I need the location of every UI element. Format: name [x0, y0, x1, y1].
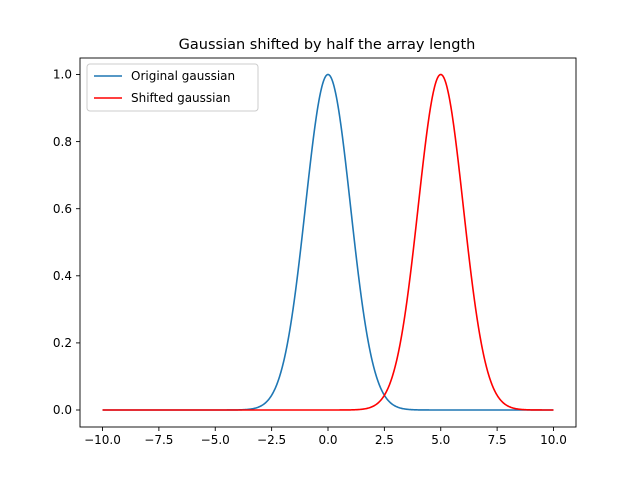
y-tick-label: 0.0 — [53, 403, 72, 417]
y-tick-label: 0.4 — [53, 269, 72, 283]
legend-box — [86, 63, 259, 112]
x-axis: −10.0 −7.5 −5.0 −2.5 0.0 2.5 5.0 7.5 10.0 — [84, 427, 567, 447]
series-layer — [102, 73, 554, 411]
legend-label: Shifted gaussian — [131, 91, 230, 105]
y-tick-label: 0.2 — [53, 336, 72, 350]
x-tick-label: 2.5 — [375, 433, 394, 447]
x-tick-label: −10.0 — [84, 433, 121, 447]
series-line-original — [102, 73, 554, 411]
x-tick-label: −7.5 — [144, 433, 173, 447]
chart-title: Gaussian shifted by half the array lengt… — [179, 37, 476, 53]
x-tick-label: 0.0 — [318, 433, 337, 447]
x-tick-label: 5.0 — [431, 433, 450, 447]
x-tick-label: 10.0 — [540, 433, 567, 447]
y-tick-label: 0.8 — [53, 135, 72, 149]
legend: Original gaussian Shifted gaussian — [86, 63, 259, 112]
y-axis: 0.0 0.2 0.4 0.6 0.8 1.0 — [53, 68, 80, 417]
y-tick-label: 0.6 — [53, 202, 72, 216]
legend-label: Original gaussian — [131, 69, 235, 83]
x-tick-label: −5.0 — [201, 433, 230, 447]
series-line-shifted — [102, 73, 554, 411]
x-tick-label: −2.5 — [257, 433, 286, 447]
x-tick-label: 7.5 — [488, 433, 507, 447]
plot-frame — [79, 57, 577, 428]
y-tick-label: 1.0 — [53, 68, 72, 82]
